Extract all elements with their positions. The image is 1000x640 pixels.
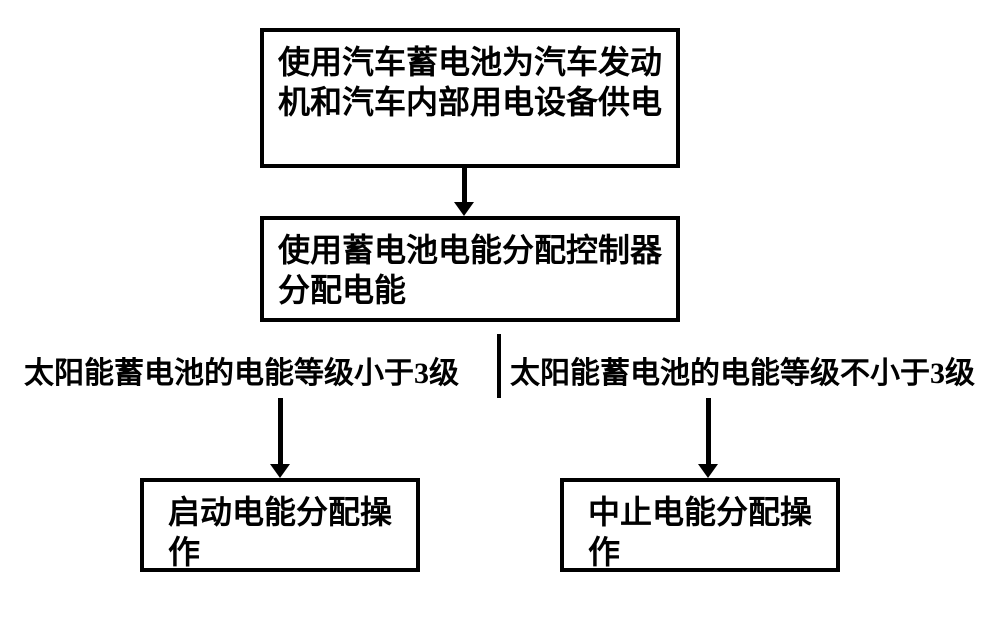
flow-node-mid: 使用蓄电池电能分配控制器分配电能 xyxy=(260,216,680,322)
arrow-top-mid-shaft xyxy=(462,168,467,202)
arrow-mid-right-shaft xyxy=(706,398,711,464)
branch-divider xyxy=(497,334,501,398)
flow-node-right-text: 中止电能分配操作 xyxy=(588,494,812,570)
flow-node-right: 中止电能分配操作 xyxy=(560,478,840,572)
branch-label-left: 太阳能蓄电池的电能等级小于3级 xyxy=(24,348,459,392)
flow-node-mid-text: 使用蓄电池电能分配控制器分配电能 xyxy=(278,232,662,308)
branch-label-right: 太阳能蓄电池的电能等级不小于3级 xyxy=(510,348,975,392)
flow-node-left: 启动电能分配操作 xyxy=(140,478,420,572)
arrow-mid-left-head xyxy=(270,464,290,478)
arrow-top-mid-head xyxy=(454,202,474,216)
flow-node-top-text: 使用汽车蓄电池为汽车发动机和汽车内部用电设备供电 xyxy=(278,44,662,120)
flow-node-top: 使用汽车蓄电池为汽车发动机和汽车内部用电设备供电 xyxy=(260,28,680,168)
arrow-mid-right-head xyxy=(698,464,718,478)
arrow-mid-left-shaft xyxy=(278,398,283,464)
flow-node-left-text: 启动电能分配操作 xyxy=(168,494,392,570)
